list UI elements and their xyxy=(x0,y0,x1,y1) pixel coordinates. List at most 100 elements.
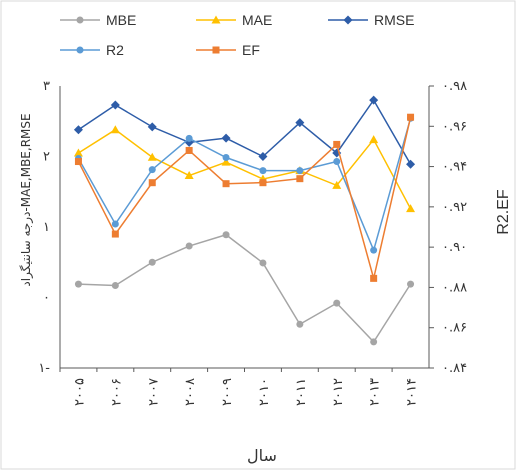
right-tick-label: ۰.۸۸ xyxy=(442,280,467,295)
rmse-point xyxy=(258,152,268,161)
series-mbe xyxy=(74,231,415,346)
mae-point xyxy=(147,152,157,161)
right-tick-label: ۰.۹۸ xyxy=(442,79,467,94)
mbe-point xyxy=(74,280,82,288)
series-mae xyxy=(73,125,416,213)
x-tick-label: ۲۰۱۲ xyxy=(331,378,346,406)
legend-marker xyxy=(343,15,353,25)
legend-entry-mbe: MBE xyxy=(60,12,136,28)
mbe-point xyxy=(148,258,156,266)
r2-point xyxy=(370,246,378,254)
rmse-point xyxy=(110,100,120,110)
left-tick-label: ۳ xyxy=(43,79,50,94)
mae-point xyxy=(184,171,194,180)
mae-line xyxy=(78,128,412,210)
ef-point xyxy=(259,179,267,187)
rmse-point xyxy=(147,122,157,132)
mae-point xyxy=(73,148,83,157)
x-tick-label: ۲۰۱۱ xyxy=(294,378,309,406)
x-tick-label: ۲۰۱۳ xyxy=(368,378,383,406)
rmse-line xyxy=(78,98,412,165)
r2-line xyxy=(77,118,412,253)
x-tick-label: ۲۰۰۸ xyxy=(183,378,198,406)
r2-point xyxy=(333,158,341,166)
mae-point xyxy=(369,135,379,144)
right-tick-label: ۰.۹۰ xyxy=(442,240,467,255)
left-tick-label: ۲ xyxy=(43,150,50,165)
x-ticks: ۲۰۰۵ ۲۰۰۶ ۲۰۰۷ ۲۰۰۸ ۲۰۰۹ ۲۰۱۰ ۲۰۱۱ ۲۰۱۲ ۲۰۱۳ ۲۰۱۴ xyxy=(59,368,420,406)
mbe-point xyxy=(296,320,304,328)
right-tick-label: ۰.۹۴ xyxy=(442,160,467,175)
r2-point xyxy=(259,167,267,175)
rmse-point xyxy=(406,159,416,169)
ef-point xyxy=(407,113,415,121)
left-tick-label: ۱ xyxy=(43,220,50,235)
mbe-point xyxy=(111,282,119,290)
series-ef xyxy=(74,113,415,282)
legend-label: R2 xyxy=(106,42,124,58)
legend-label: RMSE xyxy=(374,12,414,28)
mbe-line xyxy=(78,233,412,344)
left-tick-label: ۱- xyxy=(38,361,50,376)
rmse-point xyxy=(295,118,305,128)
r2-point xyxy=(111,220,119,228)
mbe-point xyxy=(222,231,230,239)
ef-point xyxy=(111,230,119,238)
right-tick-label: ۰.۹۶ xyxy=(442,119,467,134)
r2-point xyxy=(185,134,193,142)
ef-point xyxy=(148,179,156,187)
legend-marker xyxy=(212,46,220,54)
x-tick-label: ۲۰۰۷ xyxy=(146,378,161,406)
legend-entry-r2: R2 xyxy=(60,42,124,58)
legend-entry-mae: MAE xyxy=(196,12,272,28)
left-axis-title: درجه سانتیگراد-MAE,MBE,RMSE xyxy=(19,113,34,286)
right-tick-label: ۰.۸۴ xyxy=(442,361,467,376)
mbe-point xyxy=(259,259,267,267)
x-tick-label: ۲۰۱۴ xyxy=(405,378,420,406)
legend-marker xyxy=(76,46,84,54)
ef-point xyxy=(74,158,82,166)
rmse-point xyxy=(221,133,231,143)
mbe-point xyxy=(407,280,415,288)
ef-point xyxy=(370,274,378,282)
legend: MBE MAE RMSE R2 EF xyxy=(60,12,414,58)
legend-marker xyxy=(211,15,221,24)
mae-point xyxy=(110,125,120,134)
x-tick-label: ۲۰۰۹ xyxy=(220,378,235,406)
right-tick-label: ۰.۹۲ xyxy=(442,200,467,215)
r2-point xyxy=(222,154,230,162)
legend-label: EF xyxy=(242,42,260,58)
right-axis-title: R2.EF xyxy=(495,189,512,235)
x-tick-label: ۲۰۱۰ xyxy=(257,378,272,406)
right-tick-label: ۰.۸۶ xyxy=(442,321,467,336)
rmse-point xyxy=(369,95,379,105)
mae-point xyxy=(221,157,231,166)
r2-point xyxy=(296,167,304,175)
rmse-point xyxy=(73,125,83,135)
ef-point xyxy=(222,180,230,188)
left-y-ticks: ۳ ۲ ۱ ۰ ۱- xyxy=(38,79,50,376)
legend-label: MAE xyxy=(242,12,272,28)
legend-label: MBE xyxy=(106,12,136,28)
left-tick-label: ۰ xyxy=(43,291,50,306)
ef-point xyxy=(296,175,304,183)
legend-marker xyxy=(76,16,84,24)
ef-point xyxy=(185,146,193,154)
mae-point xyxy=(406,204,416,213)
mbe-point xyxy=(333,299,341,307)
ef-point xyxy=(333,140,341,148)
mbe-point xyxy=(185,242,193,250)
r2-point xyxy=(148,166,156,174)
x-axis-title: سال xyxy=(247,446,277,465)
right-y-ticks: ۰.۹۸ ۰.۹۶ ۰.۹۴ ۰.۹۲ ۰.۹۰ ۰.۸۸ ۰.۸۶ ۰.۸۴ xyxy=(429,79,467,376)
x-tick-label: ۲۰۰۵ xyxy=(72,378,87,406)
series-group xyxy=(73,95,416,346)
legend-entry-rmse: RMSE xyxy=(328,12,414,28)
series-rmse xyxy=(73,95,416,169)
mae-point xyxy=(332,180,342,189)
legend-entry-ef: EF xyxy=(196,42,260,58)
mbe-point xyxy=(370,338,378,346)
x-tick-label: ۲۰۰۶ xyxy=(109,378,124,406)
